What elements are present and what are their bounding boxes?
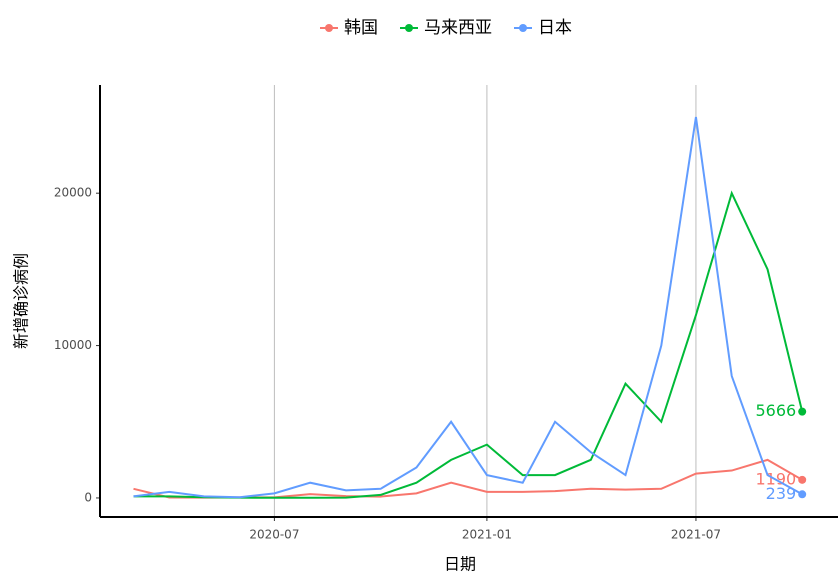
legend-label: 韩国: [344, 18, 378, 38]
legend-key: [325, 24, 333, 32]
x-tick-label: 2021-01: [462, 528, 512, 542]
x-axis-title: 日期: [444, 555, 476, 574]
end-point: [798, 475, 807, 484]
end-label: 239: [766, 484, 797, 503]
series-line: [133, 190, 804, 499]
y-tick-label: 20000: [54, 186, 92, 200]
legend-label: 日本: [538, 18, 572, 38]
y-tick-label: 10000: [54, 338, 92, 352]
legend-key: [519, 24, 527, 32]
y-axis-title: 新增确诊病例: [12, 253, 31, 349]
series-line: [133, 116, 803, 499]
legend-key: [405, 24, 413, 32]
series-line: [133, 458, 803, 499]
end-point: [798, 490, 807, 499]
legend-label: 马来西亚: [424, 18, 492, 38]
end-point: [798, 407, 807, 416]
x-tick-label: 2020-07: [249, 528, 299, 542]
y-tick-label: 0: [84, 490, 92, 504]
x-tick-label: 2021-07: [671, 528, 721, 542]
end-label: 5666: [755, 401, 796, 420]
